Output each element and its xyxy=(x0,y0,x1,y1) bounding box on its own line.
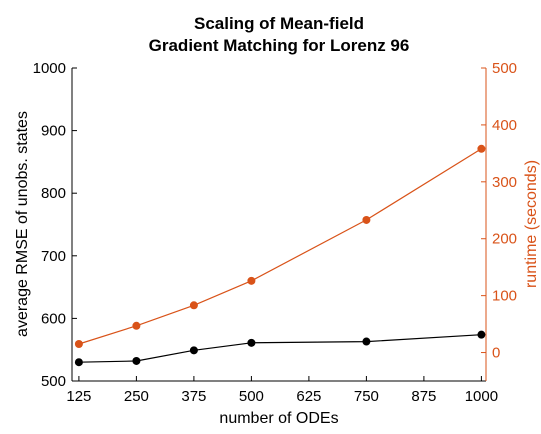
left-y-tick-label: 900 xyxy=(41,123,66,140)
rmse-point xyxy=(132,356,141,365)
right-y-tick-label: 300 xyxy=(492,174,517,191)
right-y-tick-label: 400 xyxy=(492,117,517,134)
rmse-point xyxy=(362,337,371,346)
chart-title-line-1: Scaling of Mean-field xyxy=(194,14,364,33)
runtime-point xyxy=(189,301,198,310)
x-tick-label: 875 xyxy=(411,388,436,405)
rmse-point xyxy=(247,338,256,347)
left-y-tick-label: 1000 xyxy=(33,60,66,77)
left-y-tick-label: 600 xyxy=(41,310,66,327)
x-tick-label: 250 xyxy=(124,388,149,405)
right-y-tick-label: 500 xyxy=(492,60,517,77)
right-y-tick-label: 100 xyxy=(492,288,517,305)
right-y-axis-label: runtime (seconds) xyxy=(523,160,540,288)
x-tick-label: 125 xyxy=(66,388,91,405)
x-tick-label: 375 xyxy=(181,388,206,405)
runtime-point xyxy=(477,144,486,153)
rmse-point xyxy=(74,358,83,367)
plot-area: 125 250 375 500 625 750 875 1000500600700800900… xyxy=(33,60,517,405)
rmse-point xyxy=(189,346,198,355)
x-tick-label: 750 xyxy=(354,388,379,405)
left-y-axis-label: average RMSE of unobs. states xyxy=(14,111,31,337)
left-y-tick-label: 700 xyxy=(41,248,66,265)
x-axis-label: number of ODEs xyxy=(219,410,338,427)
runtime-point xyxy=(74,340,83,349)
x-tick-label: 1000 xyxy=(465,388,498,405)
runtime-point xyxy=(362,215,371,224)
runtime-point xyxy=(247,276,256,285)
right-y-tick-label: 200 xyxy=(492,231,517,248)
rmse-series-line xyxy=(78,334,482,363)
x-tick-label: 625 xyxy=(296,388,321,405)
runtime-point xyxy=(132,321,141,330)
right-y-tick-label: 0 xyxy=(492,345,500,362)
left-y-tick-label: 500 xyxy=(41,373,66,390)
x-tick-label: 500 xyxy=(239,388,264,405)
rmse-point xyxy=(477,330,486,339)
runtime-series-line xyxy=(78,148,482,345)
left-y-tick-label: 800 xyxy=(41,185,66,202)
chart-title-line-2: Gradient Matching for Lorenz 96 xyxy=(149,36,410,55)
